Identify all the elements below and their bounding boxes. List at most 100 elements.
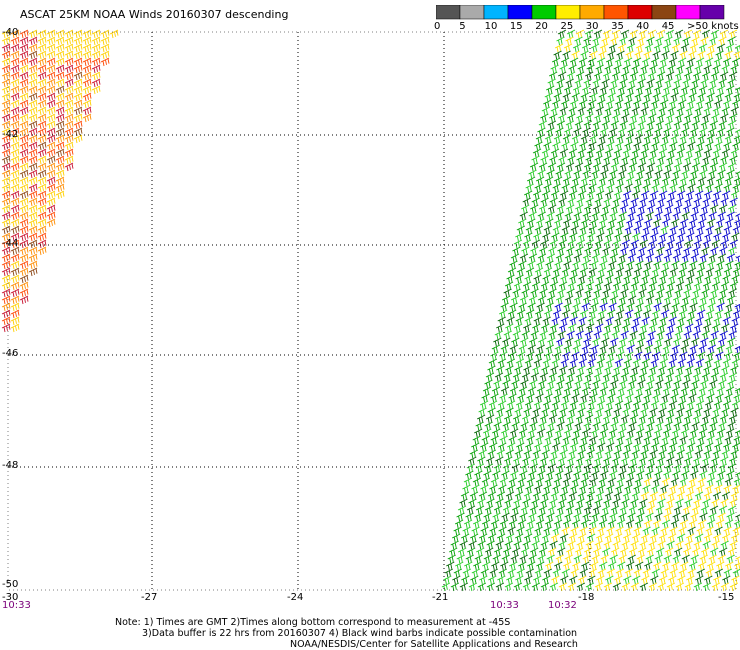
- wind-barb: [586, 449, 596, 459]
- wind-barb: [639, 155, 648, 165]
- wind-barb: [1, 302, 11, 312]
- wind-barb: [526, 435, 535, 445]
- wind-barb: [555, 512, 564, 522]
- wind-barb: [656, 547, 665, 557]
- wind-barb: [500, 344, 510, 354]
- wind-barb: [19, 57, 29, 67]
- wind-barb: [672, 253, 682, 263]
- wind-barb: [37, 106, 47, 116]
- wind-barb: [511, 505, 521, 515]
- wind-barb: [545, 344, 555, 354]
- wind-barb: [1, 99, 11, 109]
- wind-barb: [10, 134, 20, 144]
- wind-barb: [699, 295, 709, 305]
- wind-barb: [641, 575, 650, 585]
- wind-barb: [718, 463, 728, 473]
- wind-barb: [546, 85, 555, 95]
- wind-barb: [687, 183, 696, 193]
- wind-barb: [693, 155, 702, 165]
- wind-barb: [64, 64, 74, 74]
- wind-barb: [612, 197, 621, 207]
- wind-barb: [714, 99, 723, 109]
- wind-barb: [570, 183, 579, 193]
- wind-barb: [554, 43, 564, 53]
- wind-barb: [713, 575, 722, 585]
- wind-barb: [578, 400, 588, 410]
- wind-barb: [680, 344, 690, 354]
- wind-barb: [591, 554, 600, 564]
- wind-barb: [687, 225, 697, 235]
- wind-barb: [718, 421, 727, 431]
- wind-barb: [544, 351, 553, 361]
- wind-barb: [529, 463, 539, 473]
- wind-barb: [553, 519, 563, 529]
- wind-barb: [593, 288, 602, 298]
- wind-barb: [641, 274, 650, 284]
- wind-barb: [651, 442, 660, 452]
- wind-barb: [582, 253, 592, 263]
- wind-barb: [597, 267, 607, 277]
- wind-barb: [576, 582, 586, 592]
- wind-barb: [561, 442, 570, 452]
- wind-barb: [64, 155, 74, 165]
- wind-barb: [478, 407, 487, 417]
- wind-barb: [622, 491, 632, 501]
- wind-barb: [28, 127, 38, 137]
- wind-barb: [639, 281, 649, 291]
- wind-barb: [609, 85, 618, 95]
- wind-barb: [571, 50, 580, 60]
- wind-barb: [564, 512, 573, 522]
- wind-barb: [521, 288, 530, 298]
- wind-barb: [575, 372, 585, 382]
- wind-barb: [510, 295, 520, 305]
- wind-barb: [678, 526, 687, 536]
- wind-barb: [720, 540, 729, 550]
- wind-barb: [1, 239, 11, 249]
- wind-barb: [700, 337, 709, 347]
- wind-barb: [19, 176, 29, 186]
- wind-barb: [647, 246, 656, 256]
- colorbar-swatch: [459, 4, 485, 20]
- wind-barb: [528, 211, 537, 221]
- wind-barb: [595, 407, 604, 417]
- wind-barb: [733, 51, 740, 60]
- wind-barb: [55, 36, 65, 46]
- wind-barb: [631, 365, 640, 375]
- wind-barb: [525, 183, 534, 193]
- wind-barb: [656, 372, 666, 382]
- wind-barb: [656, 204, 665, 214]
- wind-barb: [678, 568, 688, 578]
- wind-barb: [1, 71, 11, 81]
- wind-barb: [673, 162, 683, 172]
- wind-barb: [728, 414, 738, 424]
- wind-barb: [479, 400, 489, 410]
- wind-barb: [506, 274, 515, 284]
- wind-barb: [548, 372, 558, 382]
- wind-barb: [540, 281, 550, 291]
- wind-barb: [709, 120, 719, 130]
- wind-barb: [28, 71, 38, 81]
- wind-barb: [568, 106, 578, 116]
- wind-barb: [503, 547, 512, 557]
- wind-barb: [649, 533, 659, 543]
- wind-barb: [565, 421, 574, 431]
- wind-barb: [733, 478, 740, 487]
- map-title: ASCAT 25KM NOAA Winds 20160307 descendin…: [20, 8, 289, 21]
- wind-barb: [685, 365, 694, 375]
- wind-barb: [560, 57, 570, 67]
- wind-barb: [531, 456, 540, 466]
- wind-barb: [694, 365, 703, 375]
- wind-barb: [723, 99, 732, 109]
- wind-barb: [597, 99, 606, 109]
- wind-barb: [631, 148, 641, 158]
- wind-barb: [592, 78, 601, 88]
- wind-barb: [560, 274, 569, 284]
- wind-barb: [569, 274, 578, 284]
- wind-barb: [517, 519, 527, 529]
- wind-barb: [649, 491, 659, 501]
- wind-barb: [611, 288, 620, 298]
- wind-barb: [689, 302, 698, 312]
- wind-barb: [690, 512, 699, 522]
- lat-label-50: -50: [2, 579, 19, 590]
- wind-barb: [693, 197, 702, 207]
